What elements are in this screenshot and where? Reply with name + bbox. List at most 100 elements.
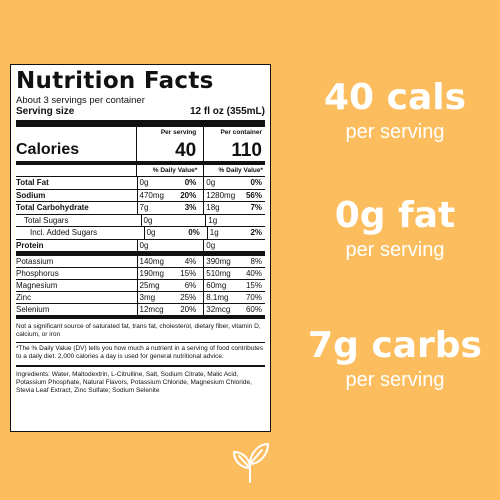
per-serving-cell: 140mg 4%: [136, 256, 200, 267]
mineral-row: Potassium 140mg 4% 390mg 8%: [16, 256, 265, 268]
nutrient-rows: Total Fat 0g 0% 0g 0% Sodium 470mg 20% 1280mg 56%…: [16, 177, 265, 256]
per-container-percent: 2%: [250, 228, 262, 237]
per-container-amount: 510mg: [206, 269, 231, 278]
claim-headline: 0g fat: [334, 195, 456, 236]
nutrient-row: Protein 0g 0g: [16, 239, 265, 256]
per-serving-percent: 4%: [184, 257, 197, 266]
claim-subtext: per serving: [345, 239, 445, 261]
per-container-cell: 0g 0%: [203, 177, 265, 189]
mineral-row: Zinc 3mg 25% 8.1mg 70%: [16, 292, 265, 304]
per-serving-percent: 15%: [180, 269, 197, 278]
per-serving-amount: 25mg: [139, 281, 160, 290]
per-container-cell: 18g 7%: [203, 202, 265, 214]
per-container-cell: 1g: [205, 214, 265, 227]
per-container-percent: [262, 215, 265, 227]
per-container-percent: 15%: [245, 281, 262, 290]
nutrient-name: Incl. Added Sugars: [30, 228, 98, 237]
nutrient-row: Incl. Added Sugars 0g 0% 1g 2%: [16, 227, 265, 240]
per-container-cell: 390mg 8%: [203, 256, 265, 267]
per-serving-percent: [198, 215, 201, 227]
claim-headline: 40 cals: [323, 77, 467, 118]
per-serving-percent: [196, 240, 199, 252]
nutrient-name: Total Sugars: [24, 215, 69, 225]
per-serving-amount: 0g: [139, 240, 149, 250]
per-serving-cell: 190mg 15%: [136, 268, 200, 279]
per-container-percent: 56%: [245, 190, 262, 200]
per-container-amount: 1g: [208, 215, 218, 225]
carbs-claim: 7g carbs per serving: [295, 326, 495, 392]
nutrient-row: Total Carbohydrate 7g 3% 18g 7%: [16, 202, 265, 215]
per-container-amount: 0g: [206, 240, 216, 250]
nutrient-name: Sodium: [16, 190, 46, 200]
per-serving-cell: 25mg 6%: [136, 280, 200, 291]
per-container-percent: 40%: [245, 269, 262, 278]
per-serving-percent: 6%: [184, 281, 197, 290]
leaf-icon: [233, 443, 269, 483]
per-container-percent: 60%: [245, 305, 262, 314]
nutrition-facts-label: Nutrition Facts About 3 servings per con…: [10, 64, 271, 432]
per-serving-cell: 3mg 25%: [136, 292, 200, 303]
calories-label: Calories: [16, 141, 80, 158]
nutrient-name: Magnesium: [16, 281, 58, 290]
per-container-cell: 0g: [203, 239, 265, 251]
mineral-row: Magnesium 25mg 6% 60mg 15%: [16, 280, 265, 292]
per-serving-amount: 7g: [139, 203, 149, 212]
ingredients-list: Ingredients: Water, Maltodextrin, L-Citr…: [16, 371, 252, 394]
per-serving-amount: 3mg: [139, 293, 156, 302]
per-serving-percent: 20%: [180, 305, 197, 314]
per-serving-cell: 0g 0%: [136, 177, 200, 189]
nutrient-row: Sodium 470mg 20% 1280mg 56%: [16, 189, 265, 202]
nutrient-name: Protein: [16, 240, 44, 250]
per-serving-percent: 0%: [188, 228, 200, 237]
per-container-percent: 0%: [250, 178, 262, 187]
claim-headline: 7g carbs: [308, 325, 482, 366]
per-container-amount: 60mg: [206, 281, 227, 290]
per-container-cell: 32mcg 60%: [203, 304, 265, 315]
per-container-amount: 8.1mg: [206, 293, 229, 302]
per-container-percent: 70%: [245, 293, 262, 302]
daily-value-header-serving: % Daily Value*: [136, 165, 199, 176]
per-container-amount: 1280mg: [206, 190, 236, 200]
serving-size-label: Serving size: [16, 106, 75, 117]
per-serving-cell: 0g: [136, 239, 200, 252]
nutrition-facts-title: Nutrition Facts: [16, 68, 214, 94]
per-serving-amount: 190mg: [139, 269, 164, 278]
per-serving-amount: 140mg: [139, 257, 164, 266]
serving-size-row: Serving size 12 fl oz (355mL): [16, 106, 265, 127]
calories-per-serving-column: Per serving 40: [136, 127, 199, 161]
nutrient-name: Selenium: [16, 305, 50, 314]
per-serving-cell: 470mg 20%: [136, 189, 200, 201]
claim-subtext: per serving: [345, 121, 445, 143]
per-container-cell: 1g 2%: [206, 227, 265, 239]
per-container-amount: 1g: [209, 228, 219, 237]
nutrient-name: Total Carbohydrate: [16, 203, 89, 212]
nutrient-name: Total Fat: [16, 178, 49, 187]
servings-per-container: About 3 servings per container: [16, 95, 145, 106]
calories-claim: 40 cals per serving: [295, 78, 495, 144]
per-serving-percent: 3%: [184, 203, 197, 212]
daily-value-header-row: % Daily Value* % Daily Value*: [16, 165, 265, 177]
per-serving-cell: 0g: [140, 214, 202, 227]
per-container-cell: 510mg 40%: [203, 268, 265, 279]
per-serving-cell: 12mcg 20%: [136, 304, 200, 315]
per-container-amount: 390mg: [206, 257, 231, 266]
claim-subtext: per serving: [345, 369, 445, 391]
per-container-amount: 0g: [206, 178, 216, 187]
nutrient-row: Total Fat 0g 0% 0g 0%: [16, 177, 265, 190]
per-serving-cell: 7g 3%: [136, 202, 200, 214]
per-container-amount: 32mcg: [206, 305, 231, 314]
calories-per-container: 110: [231, 140, 262, 161]
footnote-daily-value: *The % Daily Value (DV) tells you how mu…: [16, 342, 265, 367]
mineral-rows: Potassium 140mg 4% 390mg 8% Phosphorus 190mg 15…: [16, 256, 265, 316]
per-container-cell: 8.1mg 70%: [203, 292, 265, 303]
per-serving-cell: 0g 0%: [143, 227, 203, 239]
nutrient-name: Potassium: [16, 257, 54, 266]
per-serving-header: Per serving: [160, 129, 197, 136]
per-serving-percent: 0%: [184, 178, 197, 187]
footnote-significant-source: Not a significant source of saturated fa…: [16, 315, 265, 342]
calories-per-serving: 40: [175, 140, 197, 161]
per-container-cell: 1280mg 56%: [203, 189, 265, 201]
nutrient-row: Total Sugars 0g 1g: [16, 214, 265, 227]
calories-row: Calories Per serving 40 Per container 11…: [16, 127, 265, 165]
per-container-percent: 7%: [250, 203, 262, 212]
